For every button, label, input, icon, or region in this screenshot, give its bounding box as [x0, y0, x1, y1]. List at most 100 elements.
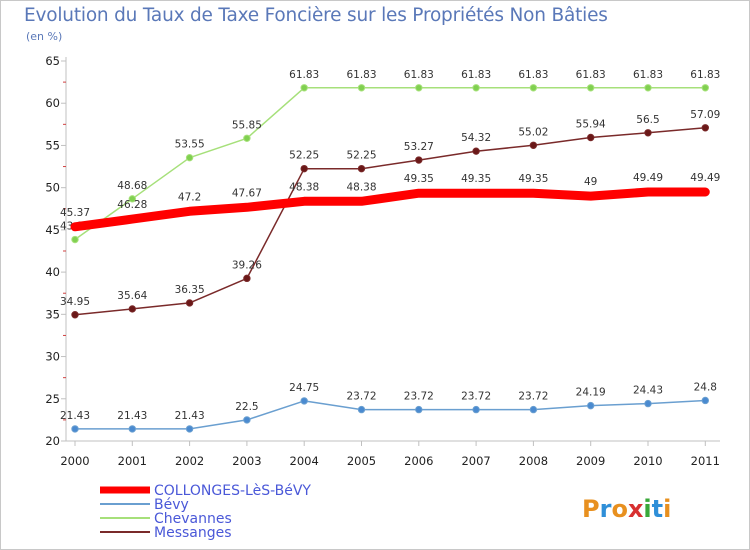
data-label: 49	[584, 176, 597, 188]
data-point	[71, 235, 79, 244]
data-point	[128, 305, 137, 313]
data-label: 47.67	[232, 187, 262, 199]
data-label: 49.49	[690, 172, 720, 184]
y-tick-label: 25	[45, 392, 60, 406]
data-point	[701, 396, 709, 405]
data-point	[185, 153, 194, 162]
data-point	[701, 84, 709, 92]
data-label: 39.26	[232, 259, 262, 271]
data-label: 55.85	[232, 119, 262, 131]
logo-letter: i	[643, 495, 651, 523]
x-tick-label: 2011	[691, 454, 720, 468]
x-tick-label: 2003	[232, 454, 261, 468]
data-point	[701, 124, 709, 132]
data-point	[472, 147, 480, 155]
series-messanges: 34.95 35.64 36.35 39.26 52.25 52.25 53.27 54.32…	[60, 109, 720, 319]
data-label: 45.37	[60, 207, 90, 219]
y-tick-label: 30	[45, 350, 60, 364]
data-label: 61.83	[518, 69, 548, 81]
x-tick-label: 2007	[461, 454, 490, 468]
legend-label: Chevannes	[154, 511, 232, 527]
data-label: 61.83	[633, 69, 663, 81]
data-point	[357, 164, 366, 173]
data-label: 53.27	[404, 141, 434, 153]
logo-letter: P	[582, 495, 600, 523]
logo-letter: r	[600, 495, 612, 523]
x-tick-label: 2002	[175, 454, 204, 468]
data-point	[300, 164, 308, 173]
data-label: 23.72	[346, 391, 376, 403]
x-tick-label: 2006	[404, 454, 433, 468]
data-label: 49.35	[518, 173, 548, 185]
data-label: 48.38	[346, 181, 376, 193]
series-line	[70, 187, 710, 232]
y-tick-label: 65	[45, 54, 60, 68]
data-point	[357, 84, 366, 92]
data-label: 23.72	[461, 391, 491, 403]
data-label: 24.19	[576, 387, 606, 399]
data-label: 49.35	[404, 173, 434, 185]
proxiti-logo: Proxiti	[582, 495, 671, 523]
data-label: 23.72	[404, 391, 434, 403]
data-point	[472, 84, 480, 92]
data-label: 55.02	[518, 126, 548, 138]
data-point	[243, 274, 251, 283]
data-label: 34.95	[60, 296, 90, 308]
series-collonges-l-s-b-vy: 45.37 46.28 47.2 47.67 48.38 48.38 49.35 49.35 4…	[60, 172, 720, 232]
legend-label: COLLONGES-LèS-BéVY	[154, 483, 311, 499]
data-label: 24.43	[633, 385, 663, 397]
data-label: 22.5	[235, 401, 258, 413]
data-point	[644, 129, 652, 137]
data-label: 24.8	[694, 381, 717, 393]
data-label: 61.83	[461, 69, 491, 81]
data-point	[71, 425, 79, 433]
data-point	[644, 84, 652, 92]
data-point	[529, 84, 538, 92]
data-point	[472, 405, 480, 414]
data-label: 61.83	[576, 69, 606, 81]
data-point	[415, 405, 423, 414]
logo-letter: x	[628, 495, 644, 523]
chart-title: Evolution du Taux de Taxe Foncière sur l…	[24, 5, 608, 26]
y-tick-label: 55	[45, 138, 60, 152]
data-point	[644, 399, 652, 408]
data-label: 61.83	[404, 69, 434, 81]
y-tick-label: 40	[45, 265, 60, 279]
y-tick-label: 20	[45, 434, 60, 448]
x-tick-label: 2008	[519, 454, 548, 468]
y-tick-label: 35	[45, 307, 60, 321]
data-point	[300, 84, 308, 92]
data-point	[415, 156, 423, 164]
data-point	[185, 299, 194, 307]
legend-label: Bévy	[154, 497, 189, 513]
y-tick-label: 45	[45, 223, 60, 237]
data-label: 56.5	[636, 114, 659, 126]
unit-label: (en %)	[26, 30, 63, 43]
x-tick-label: 2009	[576, 454, 605, 468]
series-line	[74, 399, 707, 430]
data-point	[185, 425, 194, 433]
x-tick-label: 2001	[118, 454, 147, 468]
data-label: 52.25	[346, 150, 376, 162]
x-tick-label: 2004	[290, 454, 319, 468]
data-label: 46.28	[117, 199, 147, 211]
data-label: 61.83	[289, 69, 319, 81]
data-label: 61.83	[346, 69, 376, 81]
series-line	[74, 127, 707, 316]
data-point	[128, 425, 137, 433]
data-label: 23.72	[518, 391, 548, 403]
data-point	[587, 133, 595, 142]
data-point	[415, 84, 423, 92]
data-label: 47.2	[178, 191, 201, 203]
data-point	[128, 195, 137, 203]
data-label: 48.38	[289, 181, 319, 193]
data-point	[529, 405, 538, 414]
data-label: 57.09	[690, 109, 720, 121]
data-point	[243, 134, 251, 142]
series-b-vy: 21.43 21.43 21.43 22.5 24.75 23.72 23.72 23.72 2…	[60, 381, 717, 433]
x-tick-label: 2005	[347, 454, 376, 468]
data-label: 21.43	[60, 410, 90, 422]
